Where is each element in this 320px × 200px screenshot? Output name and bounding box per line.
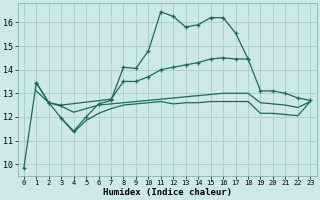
X-axis label: Humidex (Indice chaleur): Humidex (Indice chaleur) [103, 188, 232, 197]
